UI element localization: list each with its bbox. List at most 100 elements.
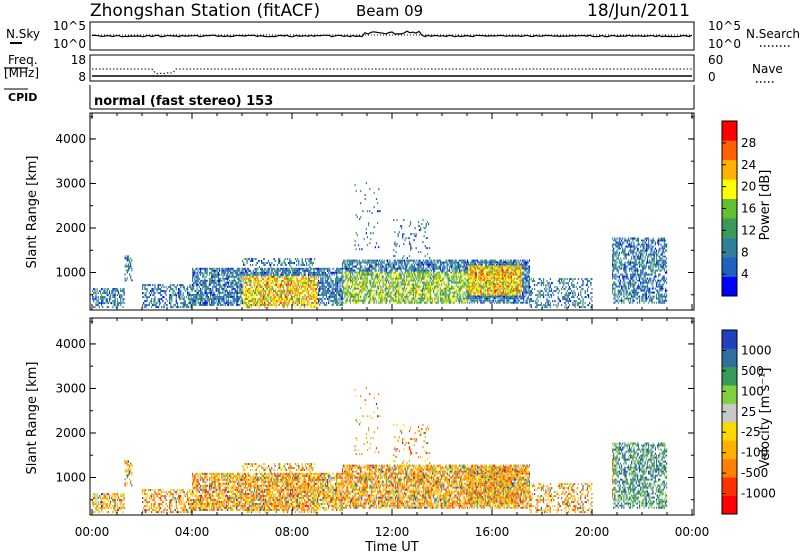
power-cell [419, 270, 420, 272]
power-cell [103, 290, 104, 292]
power-cell [228, 278, 229, 280]
power-cell [378, 298, 379, 300]
power-cell [284, 292, 285, 294]
power-cell [253, 304, 254, 306]
power-cell [421, 278, 422, 280]
power-cell [261, 280, 262, 282]
power-cell [281, 302, 282, 304]
power-cell [314, 304, 315, 306]
power-cell [378, 264, 379, 266]
power-cell [451, 282, 452, 284]
power-cell [410, 260, 411, 262]
power-cell [237, 304, 238, 306]
power-cell [430, 272, 431, 274]
power-cell [323, 268, 324, 270]
power-cell [503, 260, 504, 262]
power-cell [272, 304, 273, 306]
power-cell [369, 292, 370, 294]
power-cell [274, 270, 275, 272]
power-cell [424, 280, 425, 282]
power-cell [228, 302, 229, 304]
power-cell [403, 298, 404, 300]
power-cell [226, 300, 227, 302]
power-cell [200, 288, 201, 290]
power-cell [461, 276, 462, 278]
power-cell [370, 274, 371, 276]
power-cell [404, 302, 405, 304]
power-cell [246, 302, 247, 304]
power-cell [170, 296, 171, 298]
power-cell [412, 264, 413, 266]
power-cell [276, 292, 277, 294]
power-cell [324, 290, 325, 292]
power-cell [507, 260, 508, 262]
power-cell [473, 290, 474, 292]
power-cell [402, 264, 403, 266]
power-cell [234, 278, 235, 280]
power-cell [177, 304, 178, 306]
power-cell [390, 276, 391, 278]
power-cell [289, 272, 290, 274]
power-cell [248, 268, 249, 270]
power-cell [372, 290, 373, 292]
power-cell [306, 298, 307, 300]
power-cell [462, 290, 463, 292]
power-cell [465, 282, 466, 284]
power-cell [165, 302, 166, 304]
power-cell [225, 282, 226, 284]
power-cell [253, 302, 254, 304]
power-cell [321, 270, 322, 272]
power-cell [386, 276, 387, 278]
power-cell [307, 284, 308, 286]
power-cell [310, 284, 311, 286]
power-cell [215, 270, 216, 272]
power-cell [465, 260, 466, 262]
power-cell [309, 270, 310, 272]
power-cell [293, 290, 294, 292]
power-cell [433, 302, 434, 304]
power-cell [372, 298, 373, 300]
power-cell [291, 276, 292, 278]
power-cell [449, 284, 450, 286]
power-cell [431, 294, 432, 296]
power-cell [306, 264, 307, 266]
power-cell [441, 280, 442, 282]
power-cell [329, 268, 330, 270]
power-cell [398, 274, 399, 276]
power-cell [267, 274, 268, 276]
power-cell [226, 296, 227, 298]
power-cell [392, 268, 393, 270]
power-cell [287, 268, 288, 270]
power-cell [406, 280, 407, 282]
power-cell [419, 300, 420, 302]
power-cell [312, 272, 313, 274]
power-cell [419, 278, 420, 280]
power-cell [377, 272, 378, 274]
power-cell [439, 280, 440, 282]
power-cell [258, 272, 259, 274]
power-cell [180, 294, 181, 296]
power-cell [385, 296, 386, 298]
power-cell [228, 268, 229, 270]
power-cell [424, 300, 425, 302]
power-cell [339, 272, 340, 274]
power-cell [510, 260, 511, 262]
power-cell [249, 300, 250, 302]
power-cell [115, 288, 116, 290]
power-cell [228, 272, 229, 274]
power-cell [372, 260, 373, 262]
power-cell [144, 306, 145, 308]
power-cell [392, 270, 393, 272]
power-cell [453, 298, 454, 300]
power-cell [347, 270, 348, 272]
power-cell [361, 286, 362, 288]
power-cell [226, 302, 227, 304]
power-cell [321, 282, 322, 284]
power-cell [342, 282, 343, 284]
power-cell [276, 306, 277, 308]
power-cell [326, 290, 327, 292]
power-cell [212, 294, 213, 296]
power-cell [295, 284, 296, 286]
power-cell [288, 276, 289, 278]
power-cell [263, 272, 264, 274]
